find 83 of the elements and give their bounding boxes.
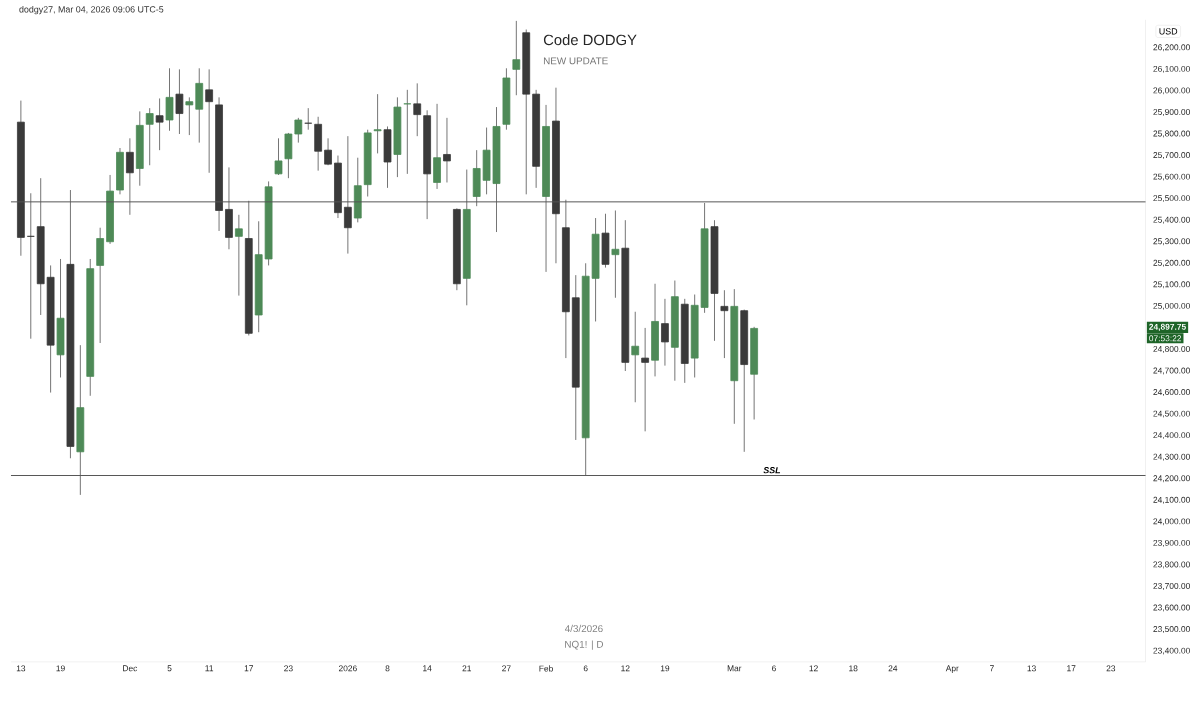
y-tick-label: 26,200.00 xyxy=(1153,44,1190,52)
x-tick-label: Mar xyxy=(727,665,742,672)
text: NEW UPDATE xyxy=(543,57,608,65)
x-tick-label: 12 xyxy=(809,665,818,672)
x-tick-label: 13 xyxy=(16,665,26,672)
y-tick-label: 24,100.00 xyxy=(1153,496,1190,504)
candlestick xyxy=(145,107,154,166)
y-tick-label: 24,800.00 xyxy=(1153,345,1190,353)
y-tick-label: 24,300.00 xyxy=(1153,453,1190,461)
x-tick-label: 23 xyxy=(1106,665,1116,672)
y-tick-label: 24,500.00 xyxy=(1153,410,1190,418)
y-tick-label: 25,600.00 xyxy=(1153,173,1190,181)
candlestick xyxy=(641,327,649,432)
candlestick xyxy=(443,117,451,183)
y-tick-label: 24,000.00 xyxy=(1153,518,1190,526)
x-tick-label: 19 xyxy=(56,665,65,672)
y-tick-label: 25,300.00 xyxy=(1153,238,1190,246)
candlestick xyxy=(631,311,640,403)
candlestick xyxy=(165,67,174,132)
candlestick xyxy=(344,135,352,254)
y-tick-label: 25,400.00 xyxy=(1153,216,1190,224)
x-tick-label: Apr xyxy=(945,665,959,673)
candlestick xyxy=(155,97,164,151)
candlestick xyxy=(205,68,214,174)
x-tick-label: 8 xyxy=(385,665,390,672)
x-tick-label: 14 xyxy=(423,665,432,671)
ref-line-label: SSL xyxy=(763,466,781,474)
y-tick-label: 25,000.00 xyxy=(1153,302,1190,310)
y-tick-label: 24,400.00 xyxy=(1153,432,1190,439)
y-tick-label: 25,800.00 xyxy=(1153,130,1190,138)
y-tick-label: 25,100.00 xyxy=(1153,281,1190,289)
y-tick-label: 23,600.00 xyxy=(1153,604,1190,612)
y-tick-label: 26,100.00 xyxy=(1153,65,1190,73)
x-tick-label: 18 xyxy=(849,665,858,672)
x-tick-label: 21 xyxy=(462,665,472,672)
candlestick xyxy=(512,20,521,96)
y-tick-label: 24,200.00 xyxy=(1153,475,1190,483)
x-tick-label: 7 xyxy=(990,665,994,671)
y-tick-label: 25,700.00 xyxy=(1153,151,1190,159)
text: 24,897.75 xyxy=(1149,323,1186,331)
y-tick-label: 25,900.00 xyxy=(1153,108,1190,116)
y-tick-label: 23,800.00 xyxy=(1153,561,1190,569)
candlestick xyxy=(611,209,620,299)
y-tick-label: 24,700.00 xyxy=(1153,367,1190,375)
candlestick xyxy=(661,298,669,366)
x-tick-label: 5 xyxy=(167,665,172,672)
text: 07:53:22 xyxy=(1149,335,1182,342)
x-tick-label: 17 xyxy=(1067,665,1076,671)
text: Code DODGY xyxy=(543,34,637,45)
y-tick-label: 26,000.00 xyxy=(1153,87,1190,95)
candlestick xyxy=(413,82,422,137)
candlestick xyxy=(720,289,729,359)
x-tick-label: 11 xyxy=(205,665,214,671)
y-tick-label: 25,200.00 xyxy=(1153,259,1190,267)
y-tick-label: 23,900.00 xyxy=(1153,539,1190,547)
x-tick-label: 24 xyxy=(888,665,898,672)
x-tick-label: Feb xyxy=(539,665,553,672)
y-tick-label: 24,600.00 xyxy=(1153,388,1190,396)
candlestick xyxy=(274,137,283,176)
y-axis-title: USD xyxy=(1159,28,1178,35)
x-tick-label: 27 xyxy=(502,665,511,672)
y-tick-label: 23,400.00 xyxy=(1153,647,1190,655)
candlestick xyxy=(126,137,134,216)
annotation: NQ1! | D xyxy=(565,640,604,650)
x-tick-label: 19 xyxy=(660,665,670,672)
candlestick xyxy=(235,214,243,296)
x-tick-label: 2026 xyxy=(338,665,357,672)
candlestick xyxy=(324,137,332,166)
x-tick-label: 12 xyxy=(621,665,630,672)
y-tick-label: 25,500.00 xyxy=(1153,195,1190,202)
x-tick-label: Dec xyxy=(123,665,138,672)
x-tick-label: 17 xyxy=(244,665,254,671)
y-tick-label: 23,500.00 xyxy=(1153,625,1190,633)
x-tick-label: 6 xyxy=(583,665,588,672)
candlestick xyxy=(185,96,194,136)
x-tick-label: 23 xyxy=(284,665,293,672)
candlestick xyxy=(373,93,382,154)
text: dodgy27, Mar 04, 2026 09:06 UTC-5 xyxy=(19,5,164,15)
x-tick-label: 13 xyxy=(1027,665,1036,672)
y-tick-label: 23,700.00 xyxy=(1153,582,1190,590)
candlestick xyxy=(175,68,184,135)
annotation: 4/3/2026 xyxy=(564,624,603,632)
x-tick-label: 6 xyxy=(772,665,776,672)
